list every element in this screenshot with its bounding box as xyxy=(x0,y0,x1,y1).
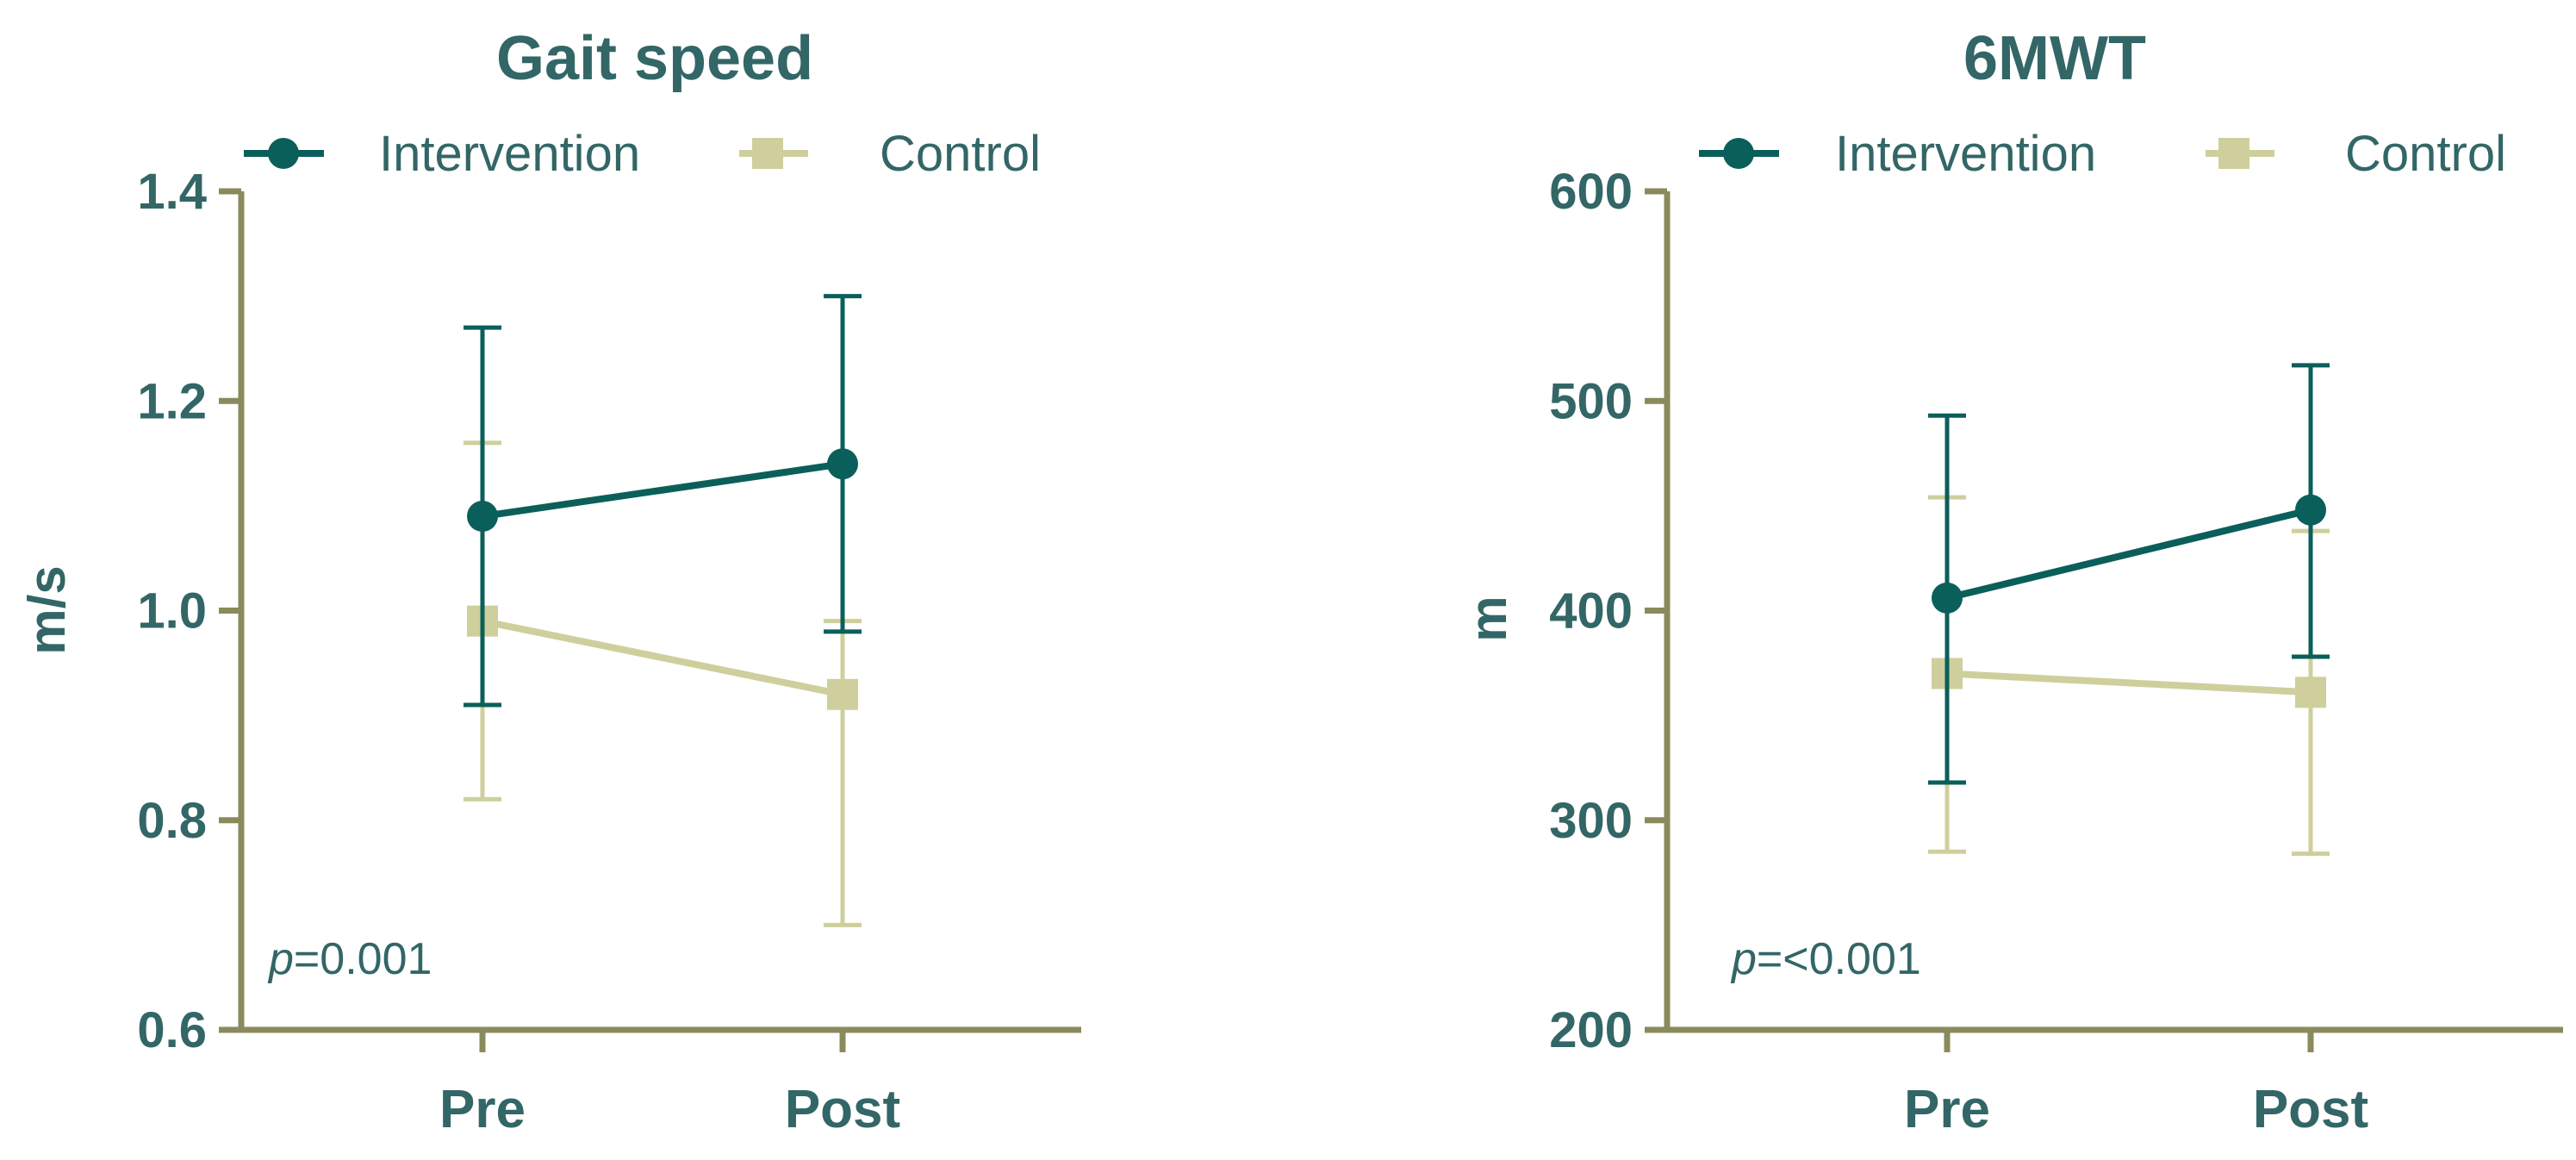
data-point xyxy=(827,448,858,480)
series-intervention xyxy=(464,294,862,708)
series-line xyxy=(482,617,843,698)
chart-title: 6MWT xyxy=(1963,24,2146,93)
y-axis-label: m/s xyxy=(18,565,76,654)
series-line xyxy=(1946,670,2312,696)
legend-marker-intervention xyxy=(268,138,299,169)
y-tick-label: 200 xyxy=(1549,1002,1633,1058)
chart-panel-1: Gait speed 0.6 0.8 1.0 1.2 1.4 Pre Post m/s Inter… xyxy=(18,24,1081,1139)
p-value-annotation: p=0.001 xyxy=(267,934,432,984)
legend-label-control: Control xyxy=(2345,126,2506,182)
p-value-text: =0.001 xyxy=(294,934,432,984)
series-intervention xyxy=(1928,363,2330,785)
legend-marker-intervention xyxy=(1723,138,1754,169)
chart-panel-2: 6MWT 200 300 400 500 600 Pre Post m Intervention C… xyxy=(1459,24,2563,1139)
data-point xyxy=(827,678,858,710)
x-category-label: Pre xyxy=(439,1080,526,1139)
y-tick-label: 0.6 xyxy=(137,1002,207,1058)
chart-title: Gait speed xyxy=(496,24,813,93)
legend-marker-control xyxy=(752,138,783,169)
y-tick-label: 500 xyxy=(1549,373,1633,429)
data-point xyxy=(1932,582,1963,614)
legend: Intervention Control xyxy=(1699,126,2506,182)
legend: Intervention Control xyxy=(244,126,1041,182)
data-point xyxy=(2295,677,2326,708)
y-axis-label: m xyxy=(1459,596,1517,641)
series-line xyxy=(1946,506,2312,602)
x-category-label: Pre xyxy=(1904,1080,1990,1139)
y-tick-label: 1.0 xyxy=(137,583,207,639)
legend-label-intervention: Intervention xyxy=(1835,126,2096,182)
y-tick-label: 300 xyxy=(1549,793,1633,849)
x-category-label: Post xyxy=(2253,1080,2368,1139)
legend-marker-control xyxy=(2218,138,2249,169)
p-value-annotation: p=<0.001 xyxy=(1730,934,1921,984)
series-line xyxy=(482,460,843,520)
legend-label-control: Control xyxy=(880,126,1041,182)
series-control xyxy=(464,440,862,927)
y-tick-label: 0.8 xyxy=(137,793,207,849)
y-tick-label: 1.4 xyxy=(137,164,207,220)
y-tick-label: 400 xyxy=(1549,583,1633,639)
data-point xyxy=(2295,494,2326,526)
y-tick-label: 1.2 xyxy=(137,373,207,429)
p-value-prefix: p xyxy=(267,934,294,984)
p-value-text: =<0.001 xyxy=(1757,934,1921,984)
x-category-label: Post xyxy=(785,1080,900,1139)
p-value-prefix: p xyxy=(1730,934,1757,984)
legend-label-intervention: Intervention xyxy=(379,126,640,182)
y-tick-label: 600 xyxy=(1549,164,1633,220)
data-point xyxy=(467,501,498,533)
